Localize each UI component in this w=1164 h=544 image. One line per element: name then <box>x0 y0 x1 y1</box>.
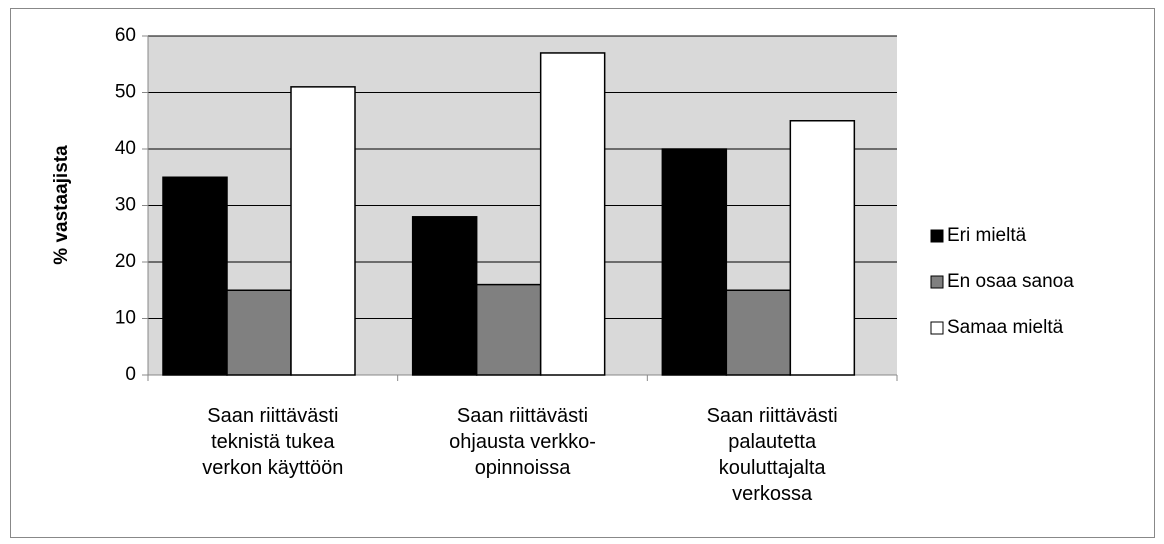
y-tick-label: 20 <box>115 251 136 272</box>
x-tick-label: Saan riittävästi palautetta kouluttajalta v… <box>707 405 838 505</box>
bar <box>290 86 356 376</box>
bar <box>539 52 606 376</box>
y-tick-label: 60 <box>115 25 136 46</box>
y-tick-label: 10 <box>115 308 136 329</box>
y-tick-label: 40 <box>115 138 136 159</box>
bar <box>725 289 792 376</box>
y-tick-label: 30 <box>115 195 136 216</box>
legend-label: En osaa sanoa <box>947 271 1074 292</box>
bar <box>226 289 292 376</box>
y-axis-label: % vastaajista <box>51 145 72 265</box>
legend-swatch <box>930 275 944 289</box>
bar <box>661 148 728 376</box>
bar <box>411 216 478 376</box>
legend-label: Eri mieltä <box>947 225 1027 246</box>
legend-swatch <box>930 321 944 335</box>
x-tick-label: Saan riittävästi ohjausta verkko-opinnois… <box>449 405 596 479</box>
y-tick-label: 50 <box>115 82 136 103</box>
bar <box>162 176 228 376</box>
y-tick-label: 0 <box>125 364 136 385</box>
legend-swatch <box>930 229 944 243</box>
x-tick-label: Saan riittävästi teknistä tukea verkon käy… <box>202 405 343 479</box>
bar <box>475 283 542 376</box>
bar <box>789 120 856 376</box>
legend-label: Samaa mieltä <box>947 317 1064 338</box>
